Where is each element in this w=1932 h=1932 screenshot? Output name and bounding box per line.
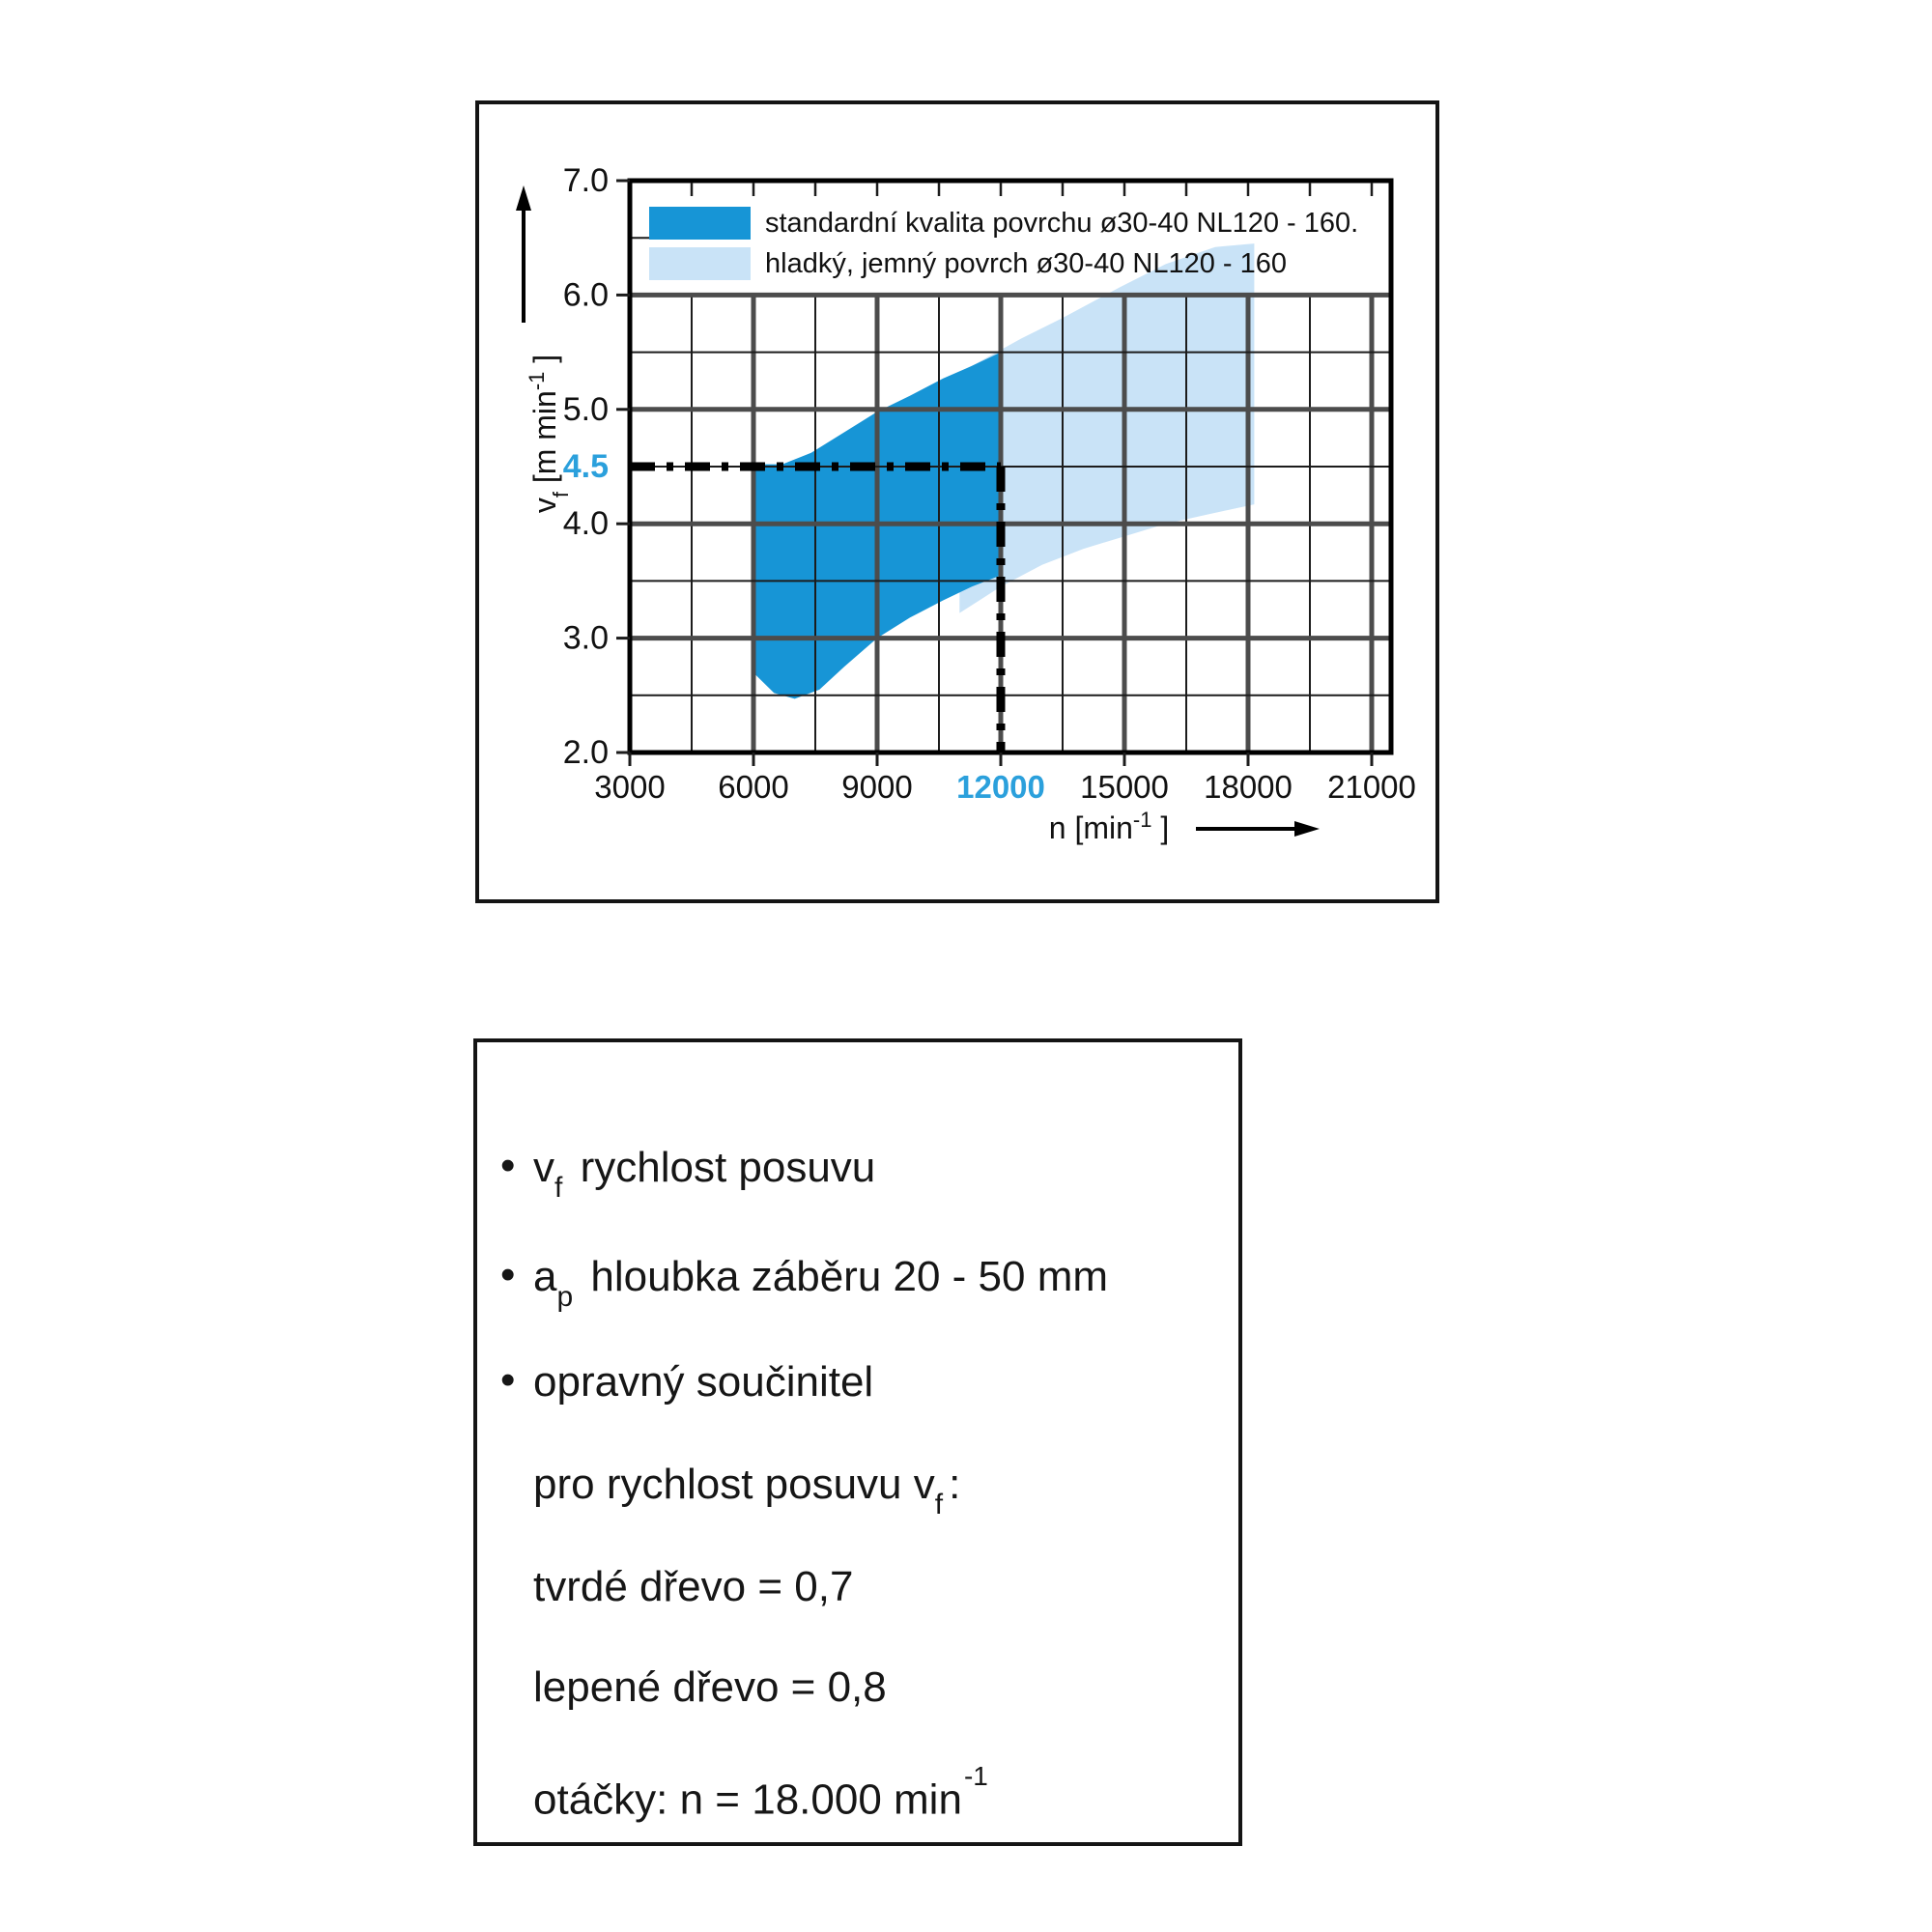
info-line: tvrdé dřevo = 0,7 <box>477 1558 1238 1616</box>
info-line: • vf rychlost posuvu <box>477 1139 1238 1211</box>
info-text: otáčky: n = 18.000 min <box>533 1776 962 1824</box>
info-line: • opravný součinitel <box>477 1353 1238 1411</box>
y-axis-arrow-head <box>516 185 531 211</box>
info-text: hloubka záběru 20 - 50 mm <box>579 1253 1109 1300</box>
x-axis-title: n [min-1 ] <box>1049 808 1169 846</box>
info-text: pro rychlost posuvu v <box>533 1461 935 1508</box>
info-panel: • vf rychlost posuvu • ap hloubka záběru 20… <box>473 1038 1242 1846</box>
x-axis-arrow-head <box>1294 821 1320 837</box>
y-tick-label: 5.0 <box>563 391 609 428</box>
info-text: p <box>556 1280 574 1313</box>
x-tick-label: 6000 <box>718 769 788 805</box>
info-text: opravný součinitel <box>533 1358 874 1406</box>
bullet-icon: • <box>500 1251 516 1298</box>
x-tick-label-highlight: 12000 <box>956 769 1045 805</box>
y-tick-label: 2.0 <box>563 734 609 771</box>
y-tick-label-highlight: 4.5 <box>563 448 609 485</box>
info-text: tvrdé dřevo = 0,7 <box>533 1563 854 1610</box>
y-tick-label: 6.0 <box>563 276 609 313</box>
legend-label-standard: standardní kvalita povrchu ø30-40 NL120 … <box>765 208 1358 239</box>
x-tick-label: 9000 <box>841 769 912 805</box>
info-line: • ap hloubka záběru 20 - 50 mm <box>477 1248 1238 1321</box>
y-tick-label: 7.0 <box>563 162 609 199</box>
legend-swatch-fine <box>649 247 751 280</box>
info-text: f <box>934 1488 944 1520</box>
y-axis-title: vf [m min-1 ] <box>525 355 573 513</box>
info-text: : <box>949 1461 961 1508</box>
legend-label-fine: hladký, jemný povrch ø30-40 NL120 - 160 <box>765 248 1287 279</box>
bullet-icon: • <box>500 1356 516 1404</box>
info-text: lepené dřevo = 0,8 <box>533 1663 887 1711</box>
info-text: -1 <box>963 1761 988 1791</box>
x-tick-label: 18000 <box>1204 769 1293 805</box>
info-text: rychlost posuvu <box>568 1144 876 1191</box>
info-line: pro rychlost posuvu vf: <box>477 1456 1238 1528</box>
chart-panel: standardní kvalita povrchu ø30-40 NL120 … <box>475 100 1439 903</box>
legend-swatch-standard <box>649 207 751 240</box>
info-line: otáčky: n = 18.000 min-1 <box>477 1761 1238 1830</box>
info-text: a <box>533 1253 557 1300</box>
y-tick-label: 4.0 <box>563 505 609 542</box>
x-tick-label: 3000 <box>594 769 665 805</box>
x-tick-label: 21000 <box>1327 769 1416 805</box>
info-text: f <box>554 1171 563 1204</box>
x-tick-label: 15000 <box>1080 769 1169 805</box>
y-tick-label: 3.0 <box>563 620 609 657</box>
bullet-icon: • <box>500 1142 516 1189</box>
band-fine-surface <box>959 243 1255 613</box>
info-text: v <box>533 1144 554 1191</box>
info-line: lepené dřevo = 0,8 <box>477 1659 1238 1717</box>
feed-rate-chart: standardní kvalita povrchu ø30-40 NL120 … <box>516 162 1416 846</box>
